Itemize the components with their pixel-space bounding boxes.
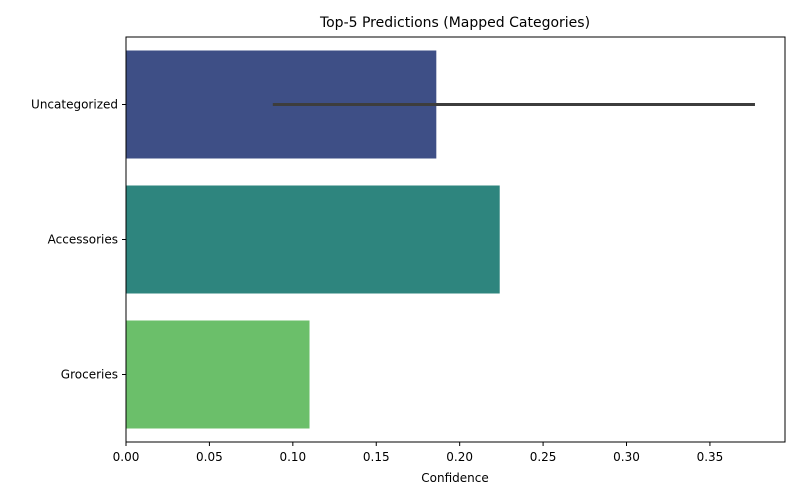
- bar-accessories: [126, 185, 500, 294]
- x-tick-label: 0.25: [530, 450, 557, 464]
- x-tick-label: 0.30: [613, 450, 640, 464]
- y-axis-ticks: Uncategorized Accessories Groceries: [31, 98, 126, 382]
- y-tick-label: Groceries: [61, 368, 118, 382]
- x-axis-label: Confidence: [421, 471, 488, 485]
- y-tick-label: Accessories: [48, 233, 118, 247]
- bar-groceries: [126, 320, 310, 429]
- y-tick-label: Uncategorized: [31, 98, 118, 112]
- x-tick-label: 0.35: [697, 450, 724, 464]
- x-tick-label: 0.00: [113, 450, 140, 464]
- x-tick-label: 0.20: [446, 450, 473, 464]
- chart-title: Top-5 Predictions (Mapped Categories): [319, 15, 590, 31]
- bars-group: [126, 50, 500, 429]
- x-axis-ticks: 0.00 0.05 0.10 0.15 0.20 0.25 0.30 0.35: [113, 442, 724, 464]
- x-tick-label: 0.10: [279, 450, 306, 464]
- x-tick-label: 0.05: [196, 450, 223, 464]
- x-tick-label: 0.15: [363, 450, 390, 464]
